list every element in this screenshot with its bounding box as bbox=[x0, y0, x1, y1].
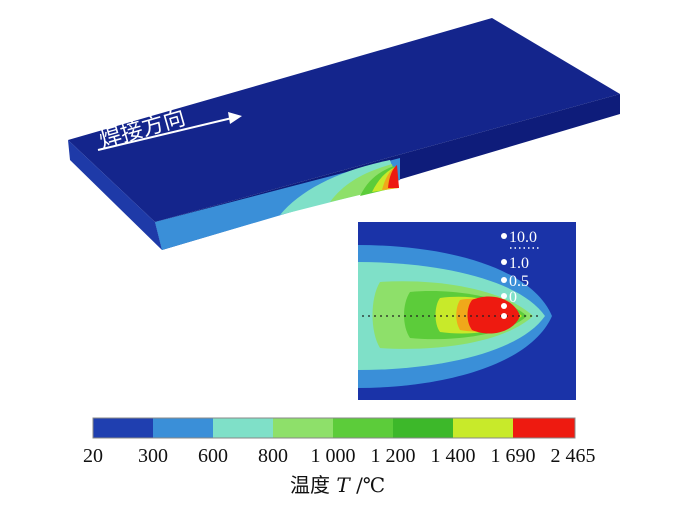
point-label-10: 10.0 bbox=[509, 229, 537, 246]
colorbar-seg-3 bbox=[273, 418, 333, 438]
heat-zone-melt bbox=[388, 165, 399, 188]
point-0a bbox=[501, 293, 507, 299]
colorbar-seg-6 bbox=[453, 418, 513, 438]
point-0b bbox=[501, 303, 507, 309]
colorbar-tick-3: 800 bbox=[258, 445, 288, 467]
point-0c bbox=[501, 313, 507, 319]
colorbar-frame bbox=[92, 417, 576, 439]
colorbar-tick-4: 1 000 bbox=[311, 445, 356, 467]
point-10 bbox=[501, 233, 507, 239]
colorbar-tick-5: 1 200 bbox=[371, 445, 416, 467]
direction-arrow-shaft bbox=[97, 117, 233, 151]
point-label-05: 0.5 bbox=[509, 273, 529, 290]
colorbar-seg-0 bbox=[93, 418, 153, 438]
colorbar-seg-7 bbox=[513, 418, 575, 438]
colorbar-title-prefix: 温度 bbox=[290, 473, 336, 497]
colorbar-title-unit: /℃ bbox=[356, 473, 385, 497]
colorbar-seg-2 bbox=[213, 418, 273, 438]
point-label-1: 1.0 bbox=[509, 255, 529, 272]
colorbar-tick-2: 600 bbox=[198, 445, 228, 467]
colorbar: 20 300 600 800 1 000 1 200 1 400 1 690 2… bbox=[83, 417, 596, 497]
colorbar-title-var: T bbox=[336, 473, 351, 497]
colorbar-title: 温度 T /℃ bbox=[290, 473, 385, 497]
colorbar-seg-4 bbox=[333, 418, 393, 438]
colorbar-seg-5 bbox=[393, 418, 453, 438]
plate-top-face bbox=[68, 18, 620, 222]
plate-front-face bbox=[68, 140, 162, 250]
direction-arrow-head bbox=[228, 112, 242, 124]
colorbar-tick-1: 300 bbox=[138, 445, 168, 467]
point-1 bbox=[501, 259, 507, 265]
colorbar-tick-8: 2 465 bbox=[551, 445, 596, 467]
point-05 bbox=[501, 277, 507, 283]
colorbar-tick-6: 1 400 bbox=[431, 445, 476, 467]
inset-panel: 10.0 1.0 0.5 0 bbox=[358, 222, 576, 400]
colorbar-tick-0: 20 bbox=[83, 445, 103, 467]
colorbar-seg-1 bbox=[153, 418, 213, 438]
point-label-0: 0 bbox=[509, 289, 517, 306]
colorbar-tick-7: 1 690 bbox=[491, 445, 536, 467]
